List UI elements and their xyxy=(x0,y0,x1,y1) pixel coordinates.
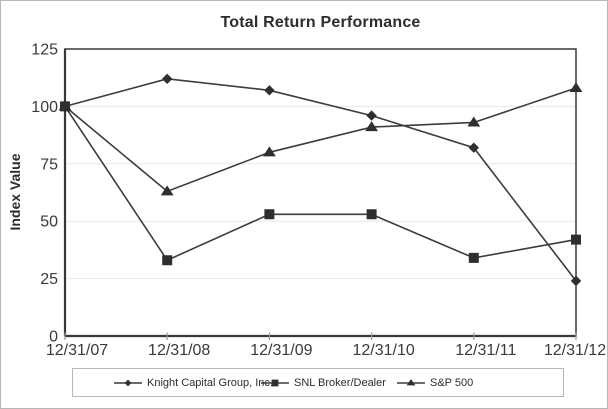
x-tick-label: 12/31/09 xyxy=(250,342,312,359)
diamond-marker-knight-capital-group-inc xyxy=(161,73,173,85)
x-tick-label: 12/31/11 xyxy=(455,342,516,359)
triangle-marker-s-p-500 xyxy=(365,121,379,132)
series-line-knight-capital-group-inc xyxy=(64,78,577,282)
y-tick-label: 75 xyxy=(40,156,58,173)
legend-entry-knight-capital-group-inc: Knight Capital Group, Inc. xyxy=(114,377,273,389)
x-tick-label: 12/31/07 xyxy=(46,342,108,359)
y-tick-label: 50 xyxy=(40,214,58,231)
triangle-marker-s-p-500 xyxy=(467,116,481,127)
triangle-marker-s-p-500 xyxy=(160,185,174,196)
x-tick-label: 12/31/12 xyxy=(544,342,606,359)
square-marker-snl-broker-dealer xyxy=(162,255,173,266)
chart-title: Total Return Performance xyxy=(220,14,421,31)
series-line-snl-broker-dealer xyxy=(64,105,577,262)
y-tick-label: 100 xyxy=(31,99,58,116)
square-marker-snl-broker-dealer xyxy=(468,252,479,263)
triangle-marker-s-p-500 xyxy=(569,82,583,93)
legend-entry-snl-broker-dealer: SNL Broker/Dealer xyxy=(261,377,386,389)
x-tick-label: 12/31/08 xyxy=(148,342,210,359)
y-tick-label: 0 xyxy=(49,329,58,346)
diamond-marker-knight-capital-group-inc xyxy=(570,275,582,287)
diamond-marker-knight-capital-group-inc xyxy=(366,110,377,121)
triangle-legend-icon xyxy=(397,378,425,385)
diamond-marker-knight-capital-group-inc xyxy=(468,142,480,153)
legend-label-s-p-500: S&P 500 xyxy=(430,376,474,389)
square-marker-snl-broker-dealer xyxy=(60,101,70,112)
diamond-marker-knight-capital-group-inc xyxy=(264,85,275,96)
x-tick-label: 12/31/10 xyxy=(352,342,414,359)
y-tick-label: 25 xyxy=(40,271,58,288)
triangle-marker-s-p-500 xyxy=(262,146,276,157)
diamond-legend-icon xyxy=(114,379,142,386)
square-legend-icon xyxy=(261,379,289,386)
legend-label-knight-capital-group-inc: Knight Capital Group, Inc. xyxy=(147,376,273,389)
plot-border xyxy=(64,48,577,337)
legend-label-snl-broker-dealer: SNL Broker/Dealer xyxy=(294,376,386,389)
series-line-s-p-500 xyxy=(64,87,577,193)
square-marker-snl-broker-dealer xyxy=(366,209,377,220)
square-marker-snl-broker-dealer xyxy=(264,209,275,220)
legend-entry-s-p-500: S&P 500 xyxy=(397,377,473,389)
y-tick-label: 125 xyxy=(31,42,58,59)
legend: Knight Capital Group, Inc. SNL Broker/Dea… xyxy=(72,368,564,397)
square-marker-snl-broker-dealer xyxy=(571,234,581,245)
